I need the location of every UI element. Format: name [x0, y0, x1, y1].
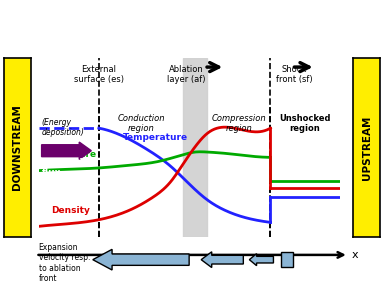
Text: Pressure: Pressure: [51, 150, 96, 159]
Text: Conduction
region: Conduction region: [117, 114, 165, 133]
Polygon shape: [93, 249, 189, 270]
Polygon shape: [249, 254, 273, 266]
FancyArrow shape: [42, 142, 91, 159]
Polygon shape: [201, 252, 243, 268]
Bar: [183, 58, 207, 237]
Text: Irradiation
flux: Irradiation flux: [42, 158, 96, 177]
Text: External
surface (es): External surface (es): [74, 65, 124, 84]
Text: Expansion
velocity resp.
to ablation
front: Expansion velocity resp. to ablation fro…: [39, 243, 90, 283]
Text: Compression
region: Compression region: [212, 114, 266, 133]
Text: UPSTREAM: UPSTREAM: [362, 115, 372, 179]
Text: Ablation
layer (af): Ablation layer (af): [167, 65, 205, 84]
Text: Shock
front (sf): Shock front (sf): [276, 65, 313, 84]
Text: Temperature: Temperature: [123, 133, 188, 142]
Text: DOWNSTREAM: DOWNSTREAM: [12, 104, 22, 190]
Text: Density: Density: [51, 206, 90, 215]
Text: x: x: [352, 250, 358, 260]
Polygon shape: [281, 252, 293, 267]
Text: Unshocked
region: Unshocked region: [279, 114, 331, 133]
Text: (Energy
deposition): (Energy deposition): [42, 118, 85, 137]
